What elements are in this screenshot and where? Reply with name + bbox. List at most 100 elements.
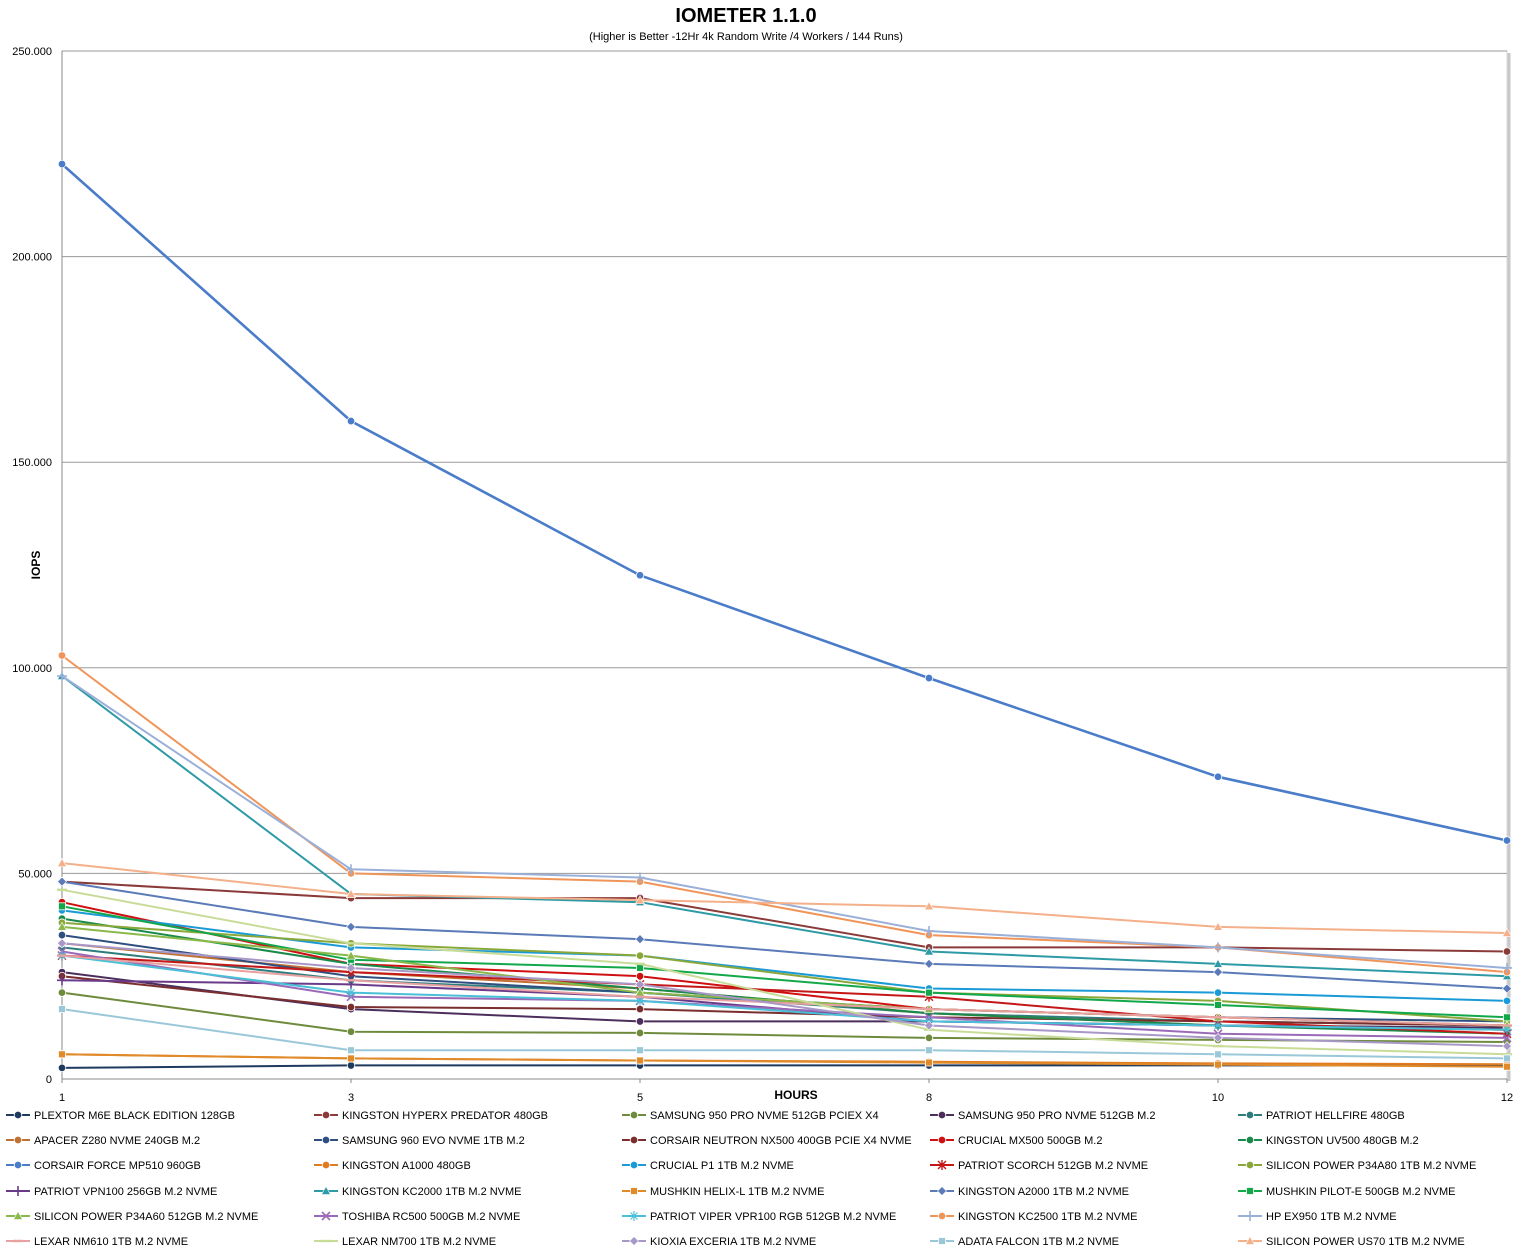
legend-marker [629, 1135, 639, 1145]
series-line [61, 862, 1508, 934]
data-point [1503, 1062, 1511, 1071]
y-tick-label: 250.000 [12, 46, 52, 58]
x-tick-label: 5 [637, 1092, 643, 1104]
legend-item: SAMSUNG 960 EVO NVME 1TB M.2 [314, 1135, 525, 1147]
series-line [61, 880, 1508, 990]
data-point [635, 1017, 645, 1026]
legend-item: PATRIOT HELLFIRE 480GB [1238, 1110, 1405, 1122]
legend-marker [321, 1135, 331, 1145]
legend-marker [1245, 1160, 1255, 1170]
legend-item: SAMSUNG 950 PRO NVME 512GB PCIEX X4 [622, 1110, 879, 1122]
data-point [346, 416, 356, 426]
legend: PLEXTOR M6E BLACK EDITION 128GB KINGSTON … [6, 1110, 1476, 1248]
legend-marker [937, 1110, 947, 1120]
legend-marker [629, 1236, 639, 1246]
y-tick-label: 150.000 [12, 457, 52, 469]
legend-item: PATRIOT SCORCH 512GB M.2 NVME [930, 1160, 1148, 1172]
series-line [61, 921, 1508, 1023]
data-point [925, 988, 933, 997]
legend-label: MUSHKIN HELIX-L 1TB M.2 NVME [650, 1186, 824, 1198]
legend-marker [1246, 1187, 1254, 1195]
series-25 [57, 954, 1512, 1027]
legend-label: ADATA FALCON 1TB M.2 NVME [958, 1236, 1119, 1248]
series-27 [57, 938, 1512, 1052]
y-axis-ticks: 0 50.000 100.000 150.000 200.000 250.000 [12, 46, 52, 1086]
data-point [1502, 996, 1512, 1006]
data-point [635, 979, 645, 990]
data-point [1502, 983, 1512, 994]
series-line [61, 954, 1508, 1031]
chart-title: IOMETER 1.1.0 [675, 5, 816, 27]
legend-label: PATRIOT SCORCH 512GB M.2 NVME [958, 1160, 1148, 1172]
data-point [346, 1027, 356, 1036]
x-tick-label: 12 [1501, 1092, 1513, 1104]
data-point [1213, 1020, 1223, 1031]
data-point [56, 921, 68, 931]
legend-label: KINGSTON KC2500 1TB M.2 NVME [958, 1211, 1138, 1223]
legend-label: SILICON POWER P34A60 512GB M.2 NVME [34, 1211, 258, 1223]
data-point [1213, 772, 1223, 781]
legend-label: KIOXIA EXCERIA 1TB M.2 NVME [650, 1236, 816, 1248]
series-line [61, 1008, 1508, 1060]
data-point [1213, 988, 1223, 997]
data-point [1214, 1050, 1222, 1059]
legend-label: PLEXTOR M6E BLACK EDITION 128GB [34, 1110, 235, 1122]
legend-label: KINGSTON HYPERX PREDATOR 480GB [342, 1110, 548, 1122]
legend-label: CRUCIAL MX500 500GB M.2 [958, 1135, 1102, 1147]
legend-item: PATRIOT VIPER VPR100 RGB 512GB M.2 NVME [622, 1211, 896, 1223]
legend-label: PATRIOT HELLFIRE 480GB [1266, 1110, 1405, 1122]
data-point [925, 1058, 933, 1067]
legend-item: HP EX950 1TB M.2 NVME [1238, 1211, 1397, 1223]
x-tick-label: 3 [348, 1092, 354, 1104]
data-point [635, 934, 645, 945]
data-point [57, 1063, 67, 1073]
legend-marker [937, 1211, 947, 1221]
legend-item: SILICON POWER P34A60 512GB M.2 NVME [6, 1210, 258, 1223]
data-point [1213, 1032, 1223, 1043]
legend-label: KINGSTON KC2000 1TB M.2 NVME [342, 1186, 522, 1198]
legend-item: KINGSTON KC2500 1TB M.2 NVME [930, 1211, 1138, 1223]
legend-item: KINGSTON A1000 480GB [314, 1160, 471, 1172]
data-point [57, 975, 67, 986]
data-point [345, 950, 357, 960]
data-point [1503, 1054, 1511, 1063]
data-point [1502, 962, 1512, 973]
legend-item: CORSAIR FORCE MP510 960GB [6, 1160, 201, 1172]
legend-item: LEXAR NM700 1TB M.2 NVME [314, 1236, 496, 1248]
series-line [61, 954, 1508, 1035]
legend-item: KINGSTON UV500 480GB M.2 [1238, 1135, 1419, 1147]
series-10 [57, 159, 1512, 845]
data-point [57, 930, 67, 940]
data-point [1214, 1001, 1222, 1009]
data-point [635, 872, 645, 883]
legend-item: TOSHIBA RC500 500GB M.2 NVME [314, 1211, 520, 1223]
legend-item: MUSHKIN PILOT-E 500GB M.2 NVME [1238, 1186, 1456, 1198]
data-point [635, 972, 645, 981]
series-17 [58, 1050, 1511, 1071]
series-line [61, 975, 1508, 1027]
data-point [1502, 947, 1512, 956]
data-point [1502, 1041, 1512, 1052]
legend-marker [13, 1160, 23, 1170]
legend-marker [1245, 1211, 1255, 1221]
series-24 [57, 671, 1512, 973]
data-point [635, 1028, 645, 1038]
data-point [346, 1002, 356, 1012]
legend-marker [937, 1160, 947, 1170]
legend-label: KINGSTON UV500 480GB M.2 [1266, 1135, 1419, 1147]
series-line [61, 163, 1508, 842]
x-tick-label: 8 [926, 1092, 932, 1104]
legend-label: HP EX950 1TB M.2 NVME [1266, 1211, 1397, 1223]
legend-label: SILICON POWER US70 1TB M.2 NVME [1266, 1236, 1465, 1248]
series-18 [57, 876, 1512, 994]
legend-item: APACER Z280 NVME 240GB M.2 [6, 1135, 200, 1147]
data-point [924, 925, 934, 936]
data-point [345, 888, 357, 898]
data-point [635, 571, 645, 580]
legend-marker [13, 1110, 23, 1120]
legend-marker [321, 1160, 331, 1170]
legend-item: PATRIOT VPN100 256GB M.2 NVME [6, 1186, 217, 1198]
data-point [57, 159, 67, 169]
legend-item: KINGSTON KC2000 1TB M.2 NVME [314, 1185, 522, 1198]
